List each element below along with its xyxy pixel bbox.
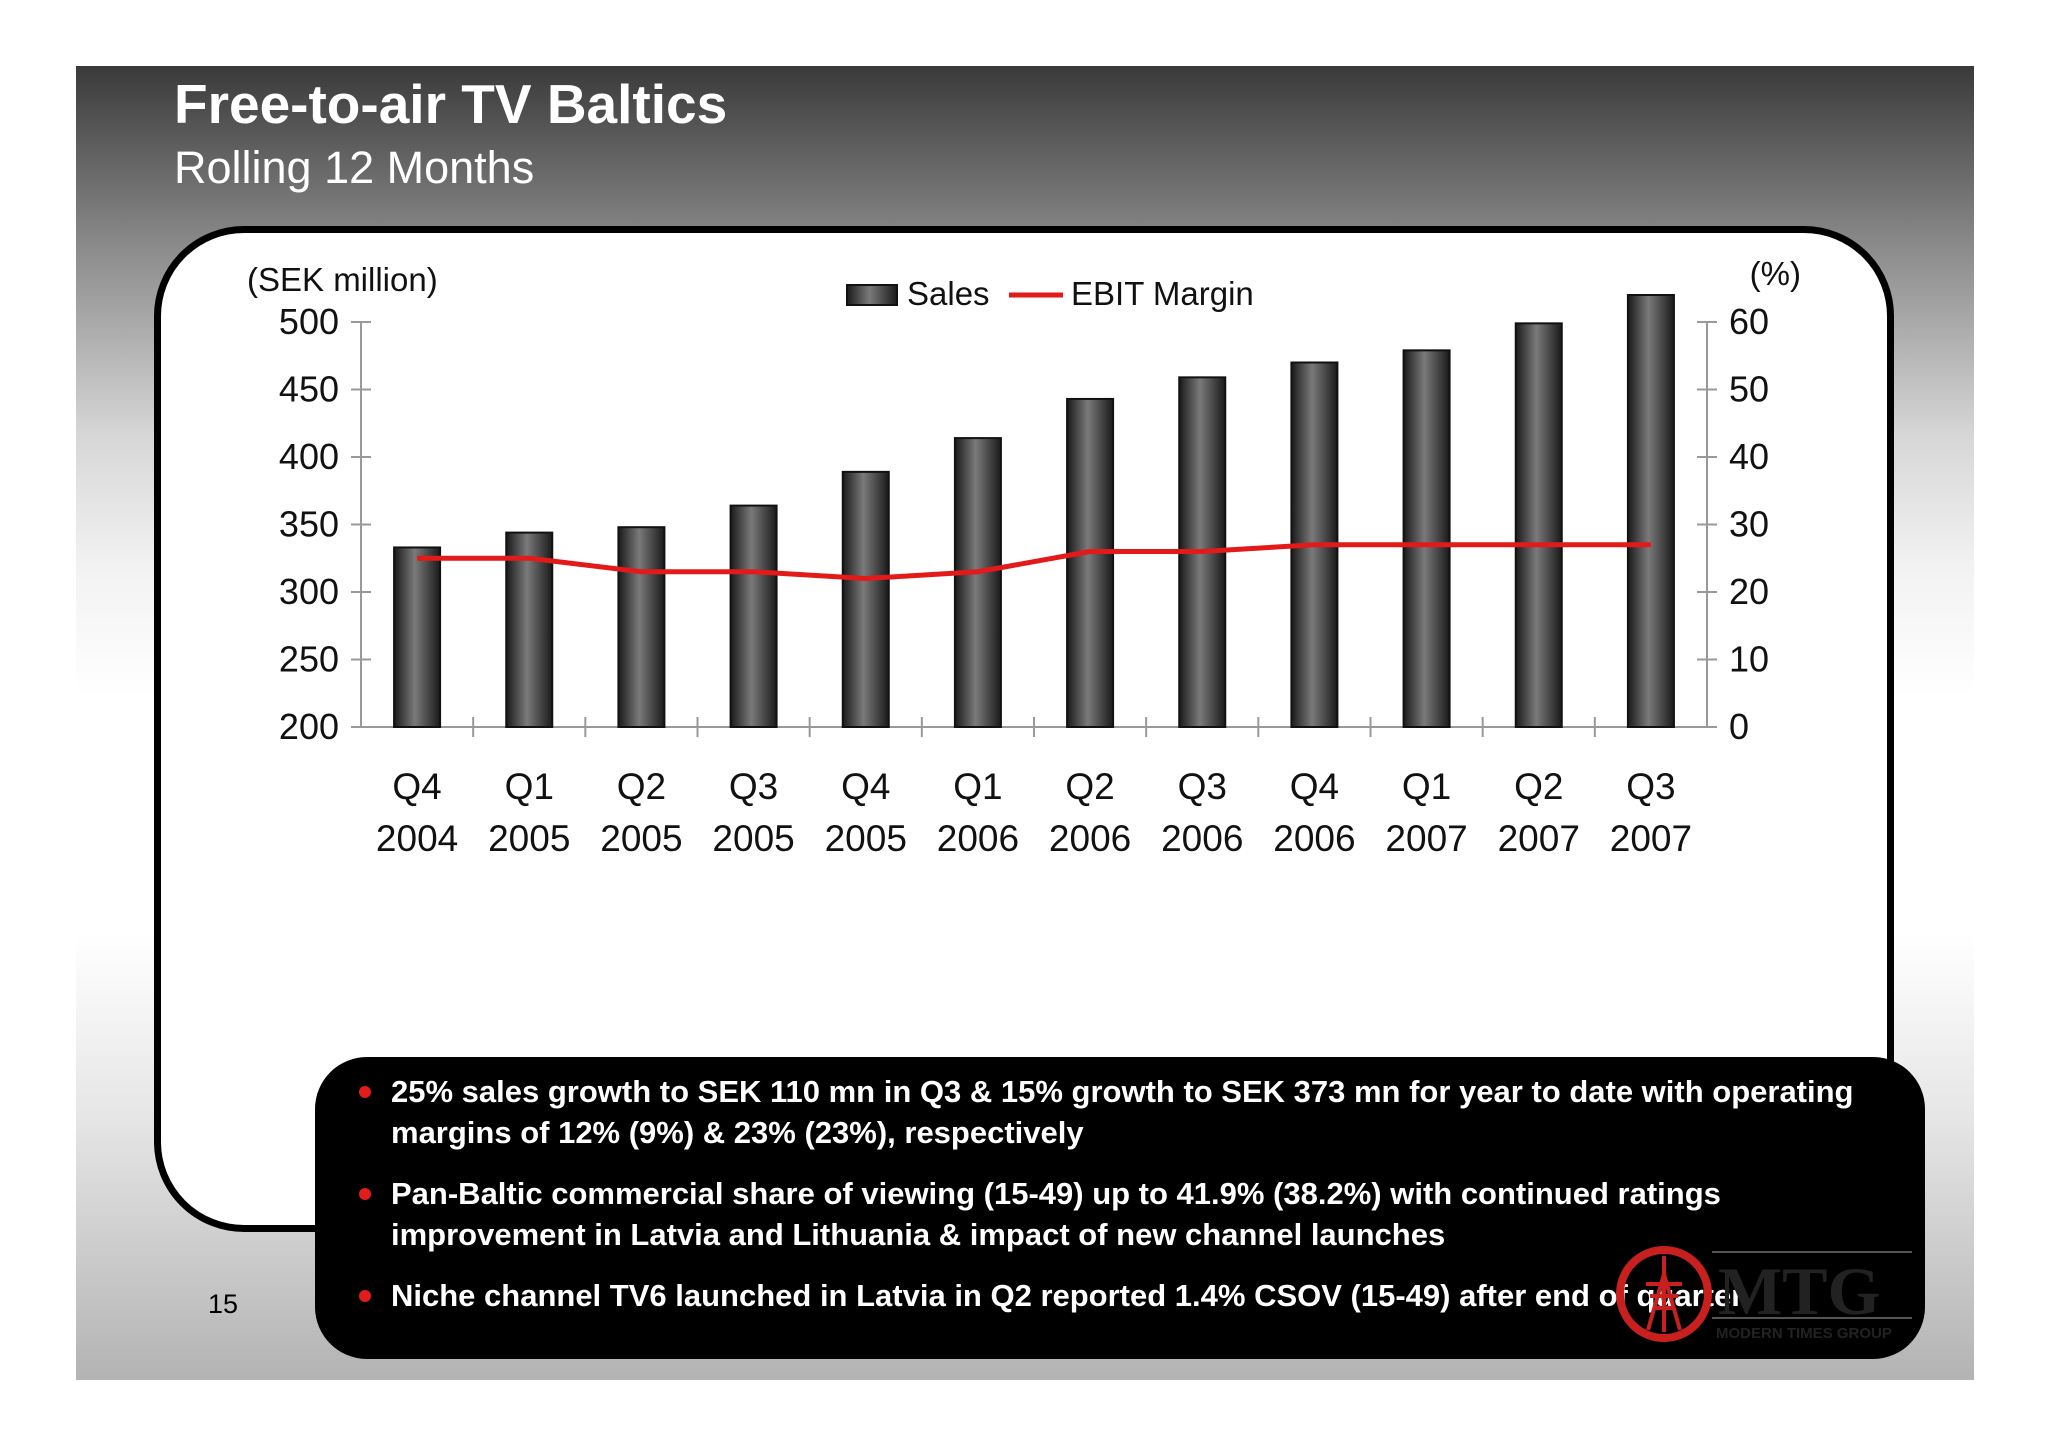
x-tick-label-year: 2005 [712,818,794,859]
x-tick-label-year: 2005 [488,818,570,859]
bullet-item: Pan-Baltic commercial share of viewing (… [355,1173,1885,1255]
legend-sales-swatch [846,284,898,306]
x-tick-label-quarter: Q1 [1402,766,1451,807]
sales-bar [1066,397,1115,728]
x-tick-label-year: 2006 [1161,818,1243,859]
x-tick-label-year: 2005 [825,818,907,859]
logo-wordmark: MTG [1718,1253,1880,1329]
logo-ring-icon [1616,1246,1712,1342]
x-tick-label-quarter: Q2 [1514,766,1563,807]
x-tick-label-quarter: Q1 [505,766,554,807]
sales-bar [729,504,778,728]
logo-tagline: MODERN TIMES GROUP [1716,1325,1892,1342]
slide: Free-to-air TV Baltics Rolling 12 Months… [76,66,1974,1380]
x-tick-label-year: 2006 [937,818,1019,859]
y-left-tick-label: 350 [279,504,339,545]
logo-tower-icon [1646,1256,1682,1332]
bullet-box: 25% sales growth to SEK 110 mn in Q3 & 1… [315,1057,1925,1359]
y-right-tick-label: 60 [1729,301,1769,342]
y-right-tick-label: 50 [1729,369,1769,410]
sales-bar [953,437,1002,728]
y-right-tick-label: 10 [1729,639,1769,680]
y-right-tick-label: 20 [1729,571,1769,612]
x-tick-label-quarter: Q1 [953,766,1002,807]
x-tick-label-year: 2007 [1385,818,1467,859]
y-left-tick-label: 200 [279,706,339,747]
x-tick-label-quarter: Q2 [617,766,666,807]
sales-bar [1626,294,1675,728]
bullet-dot-icon [359,1086,371,1098]
bullet-text: Niche channel TV6 launched in Latvia in … [391,1278,1744,1313]
legend-ebit-label: EBIT Margin [1071,275,1254,312]
sales-bar [393,546,442,729]
ebit-margin-line [417,542,1651,581]
x-tick-label-year: 2004 [376,818,458,859]
y-left-tick-label: 300 [279,571,339,612]
x-tick-label-year: 2007 [1610,818,1692,859]
y-right-tick-label: 40 [1729,436,1769,477]
x-tick-label-quarter: Q3 [1178,766,1227,807]
sales-bar [841,470,890,728]
chart-frame: 500 450 400 350 300 250 200 60 50 40 30 20 10 0 (SEK m… [154,226,1925,1359]
y-left-tick-label: 250 [279,639,339,680]
combo-chart: 500 450 400 350 300 250 200 60 50 40 30 20 10 0 (SEK m… [247,255,1801,859]
x-tick-label-quarter: Q2 [1065,766,1114,807]
x-tick-label-quarter: Q4 [1290,766,1339,807]
x-tick-label-year: 2006 [1049,818,1131,859]
mtg-logo: MTG MODERN TIMES GROUP [1616,1246,1912,1342]
x-tick-label-year: 2007 [1498,818,1580,859]
page-number: 15 [208,1289,239,1319]
bullet-item: 25% sales growth to SEK 110 mn in Q3 & 1… [355,1071,1885,1153]
sales-bar [1402,349,1451,728]
x-tick-label-year: 2005 [600,818,682,859]
slide-subtitle: Rolling 12 Months [174,142,535,193]
x-tick-label-year: 2006 [1273,818,1355,859]
legend-sales-label: Sales [907,275,990,312]
bullet-dot-icon [359,1188,371,1200]
bullet-dot-icon [359,1290,371,1302]
bullet-item: Niche channel TV6 launched in Latvia in … [355,1275,1885,1316]
sales-bar [1514,322,1563,728]
y-left-tick-label: 400 [279,436,339,477]
sales-bar [505,531,554,728]
x-tick-label-quarter: Q4 [841,766,890,807]
sales-bar [617,526,666,729]
x-tick-label-quarter: Q4 [392,766,441,807]
bullet-text: Pan-Baltic commercial share of viewing (… [391,1176,1721,1252]
slide-title: Free-to-air TV Baltics [174,73,728,135]
y-left-tick-label: 450 [279,369,339,410]
y-right-tick-label: 0 [1729,706,1749,747]
y-right-tick-label: 30 [1729,504,1769,545]
y-left-tick-label: 500 [279,301,339,342]
y-left-axis-label: (SEK million) [247,261,438,298]
x-tick-label-quarter: Q3 [1626,766,1675,807]
bullet-text: 25% sales growth to SEK 110 mn in Q3 & 1… [391,1074,1854,1150]
y-right-axis-label: (%) [1750,255,1801,292]
x-tick-label-quarter: Q3 [729,766,778,807]
